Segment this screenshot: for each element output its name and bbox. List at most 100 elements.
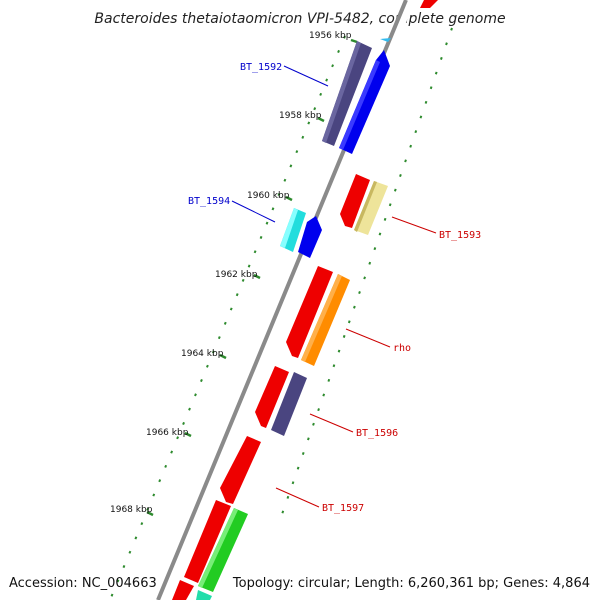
- gene-arrow-shade: [339, 60, 380, 150]
- gene-label-bt1596[interactable]: BT_1596: [356, 428, 398, 439]
- gene-arrow[interactable]: [298, 216, 322, 258]
- track-dot: [363, 276, 366, 280]
- tick-mark: [350, 38, 358, 44]
- track-dot: [176, 436, 179, 440]
- track-dot: [206, 364, 209, 368]
- track-dot: [188, 407, 191, 411]
- track-dot: [134, 536, 138, 540]
- track-dot: [434, 71, 438, 75]
- track-dot: [211, 350, 215, 354]
- gene-arrow[interactable]: [340, 174, 370, 228]
- genome-title: Bacteroides thetaiotaomicron VPI-5482, c…: [94, 11, 505, 27]
- gene-arrow[interactable]: [301, 274, 350, 366]
- gene-label-bt1594[interactable]: BT_1594: [188, 196, 230, 207]
- gene-arrow[interactable]: [220, 436, 261, 504]
- topology-text: Topology: circular; Length: 6,260,361 bp…: [232, 576, 590, 591]
- track-dot: [331, 64, 335, 68]
- gene-arrow-shade: [322, 41, 361, 143]
- track-dot: [259, 235, 263, 239]
- gene-arrow[interactable]: [322, 41, 372, 146]
- track-dot: [200, 378, 203, 383]
- gene-arrow[interactable]: [184, 500, 231, 583]
- track-dot: [419, 115, 423, 119]
- track-dot: [295, 150, 299, 154]
- track-dot: [128, 550, 132, 554]
- gene-arrow[interactable]: [271, 372, 307, 436]
- track-dot: [327, 378, 331, 382]
- inner-dot-track: [110, 35, 346, 597]
- track-dot: [283, 178, 287, 182]
- track-dot: [110, 593, 114, 597]
- track-dot: [286, 495, 290, 499]
- track-dot: [342, 334, 346, 338]
- track-dot: [152, 493, 156, 497]
- track-dot: [404, 159, 407, 163]
- track-dot: [319, 92, 323, 96]
- tick-label-1958: 1958 kbp: [279, 111, 322, 121]
- gene-arrow-shade: [301, 274, 342, 362]
- track-dot: [337, 349, 341, 353]
- gene-arrow[interactable]: [354, 181, 388, 235]
- tick-label-1968: 1968 kbp: [110, 505, 153, 515]
- gene-label-bt1597[interactable]: BT_1597: [322, 503, 364, 514]
- track-dot: [140, 522, 144, 526]
- track-dot: [429, 86, 433, 90]
- track-dot: [146, 507, 150, 511]
- tick-mark: [219, 353, 227, 360]
- track-dot: [164, 464, 168, 468]
- leader-line: [283, 65, 329, 87]
- track-dot: [194, 393, 197, 397]
- gene-label-rho[interactable]: rho: [393, 343, 411, 354]
- track-dot: [291, 481, 295, 485]
- leader-line: [309, 413, 354, 433]
- gene-arrow[interactable]: [198, 508, 248, 592]
- track-dot: [409, 144, 413, 148]
- track-dot: [325, 78, 329, 82]
- track-dot: [378, 232, 382, 236]
- track-dot: [217, 336, 221, 340]
- track-dot: [388, 203, 392, 207]
- gene-label-bt1592[interactable]: BT_1592: [240, 62, 282, 73]
- leader-line: [275, 487, 320, 508]
- gene-arrow[interactable]: [255, 366, 289, 428]
- track-dot: [317, 408, 320, 412]
- track-dot: [223, 321, 227, 325]
- track-dot: [277, 193, 281, 197]
- gene-label-bt1593[interactable]: BT_1593: [439, 230, 481, 241]
- track-dot: [281, 510, 285, 514]
- gene-arrow[interactable]: [380, 38, 391, 42]
- track-dot: [116, 579, 120, 583]
- tick-mark: [285, 195, 293, 202]
- track-dot: [353, 305, 356, 309]
- ruler-ticks: [146, 38, 358, 517]
- gene-arrow[interactable]: [420, 0, 438, 8]
- track-dot: [368, 261, 372, 265]
- track-dot: [337, 49, 340, 53]
- leader-line: [231, 200, 276, 223]
- track-dot: [445, 42, 448, 46]
- track-dot: [440, 56, 443, 60]
- track-dot: [322, 393, 326, 397]
- track-dot: [182, 421, 185, 426]
- track-dot: [424, 100, 428, 104]
- track-dot: [229, 307, 233, 311]
- track-dot: [307, 437, 310, 441]
- accession-text: Accession: NC_004663: [9, 576, 157, 591]
- track-dot: [450, 27, 453, 31]
- gene-arrow-shade: [198, 508, 238, 588]
- gene-arrow-shade: [354, 181, 377, 232]
- track-dot: [332, 364, 336, 368]
- tick-mark: [146, 510, 154, 517]
- gene-arrow[interactable]: [196, 590, 212, 600]
- track-dot: [296, 466, 300, 470]
- tick-label-1964: 1964 kbp: [181, 349, 224, 359]
- tick-label-1960: 1960 kbp: [247, 191, 290, 201]
- track-dot: [301, 451, 305, 456]
- gene-arrow[interactable]: [286, 266, 333, 358]
- gene-arrow[interactable]: [172, 580, 194, 600]
- track-dot: [383, 217, 387, 221]
- tick-label-1962: 1962 kbp: [215, 270, 258, 280]
- track-dot: [158, 479, 162, 483]
- tick-label-1956: 1956 kbp: [309, 31, 352, 41]
